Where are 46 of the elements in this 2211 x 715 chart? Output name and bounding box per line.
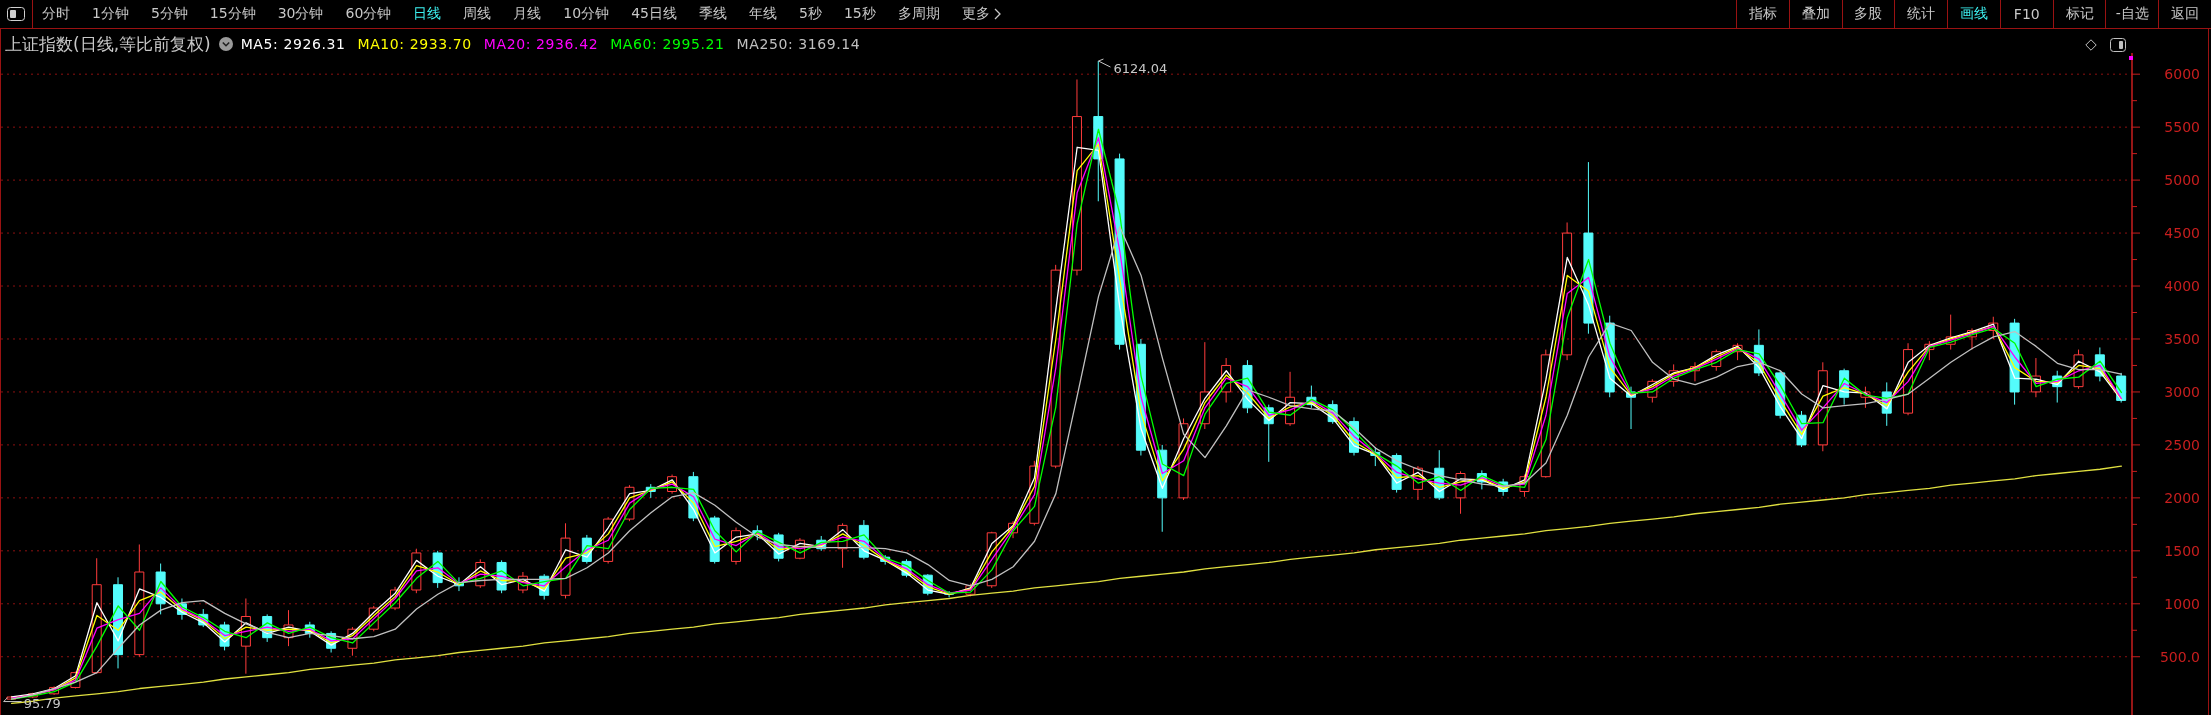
- text: -自选: [2105, 0, 2159, 28]
- text: 季线: [698, 5, 727, 23]
- y-tick-label: 6000: [2164, 66, 2200, 83]
- text: 统计: [1894, 0, 1948, 28]
- annotation: 95.79: [23, 696, 61, 712]
- text: 60分钟: [345, 5, 392, 23]
- text: 年线: [748, 5, 777, 23]
- y-tick-label: 4500: [2164, 225, 2200, 242]
- text: 45日线: [631, 5, 677, 23]
- text: 画线: [1947, 0, 2000, 28]
- text: MA60: 2995.21: [610, 36, 725, 52]
- y-tick-label: 5500: [2164, 119, 2200, 136]
- text: 月线: [513, 5, 542, 23]
- y-tick-label: 3500: [2164, 330, 2200, 347]
- text: 日线: [413, 5, 442, 23]
- chart-title: 上证指数(日线,等比前复权): [5, 32, 211, 56]
- text: F10: [1999, 0, 2053, 28]
- annotation: 6124.04: [1113, 60, 1168, 76]
- text: MA10: 2933.70: [357, 36, 472, 52]
- text: MA20: 2936.42: [483, 36, 599, 52]
- text: 周线: [463, 5, 492, 23]
- text: 叠加: [1788, 0, 1842, 28]
- y-tick-label: 500.0: [2159, 648, 2200, 665]
- y-tick-label: 5000: [2164, 172, 2200, 189]
- text: 15分钟: [209, 5, 256, 23]
- text: 标记: [2052, 0, 2106, 28]
- text: 1分钟: [92, 5, 129, 23]
- y-tick-label: 2500: [2164, 436, 2200, 453]
- text: 分时: [42, 5, 70, 23]
- text: 30分钟: [277, 5, 324, 23]
- text: 15秒: [843, 5, 876, 23]
- text: 多股: [1841, 0, 1895, 28]
- text: 指标: [1736, 0, 1789, 28]
- y-tick-label: 3000: [2164, 383, 2200, 400]
- y-tick-label: 4000: [2164, 278, 2200, 295]
- text: 10分钟: [563, 5, 610, 23]
- text: MA250: 3169.14: [736, 36, 861, 52]
- y-tick-label: 2000: [2164, 489, 2200, 506]
- text: 5秒: [798, 5, 822, 23]
- y-tick-label: 1000: [2164, 595, 2200, 612]
- text: 5分钟: [150, 5, 188, 23]
- text: 返回: [2158, 0, 2211, 28]
- text: MA5: 2926.31: [240, 36, 346, 52]
- text: 更多: [961, 5, 990, 23]
- text: 多周期: [897, 5, 940, 23]
- y-tick-label: 1500: [2164, 542, 2200, 559]
